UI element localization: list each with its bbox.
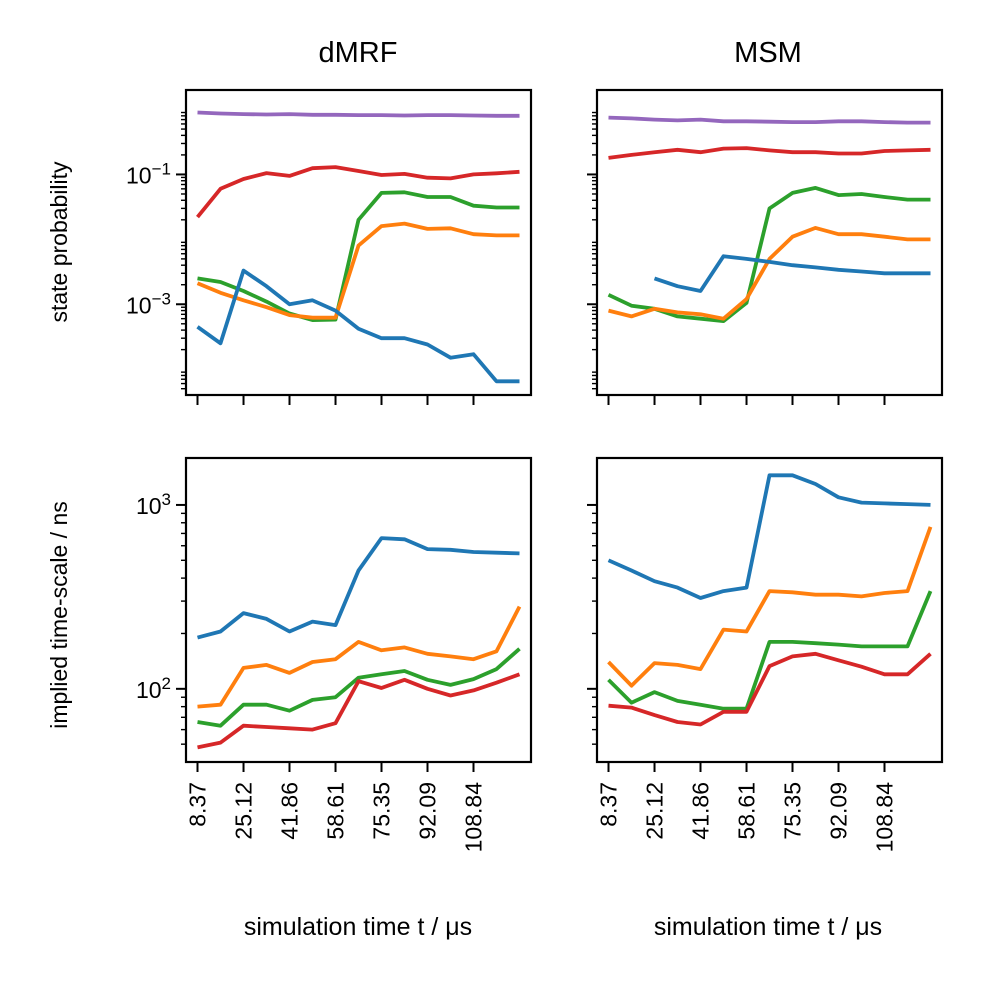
msm-its-series-2 <box>607 590 933 711</box>
dmrf-prob-series-3 <box>196 221 520 320</box>
msm-its-xtick-label: 92.09 <box>825 782 851 840</box>
ylabel-state-probability: state probability <box>46 161 72 323</box>
dmrf-its-series-1 <box>197 605 522 709</box>
dmrf-its-xtick-label: 75.35 <box>369 782 395 840</box>
dmrf-its-series-2 <box>197 647 521 728</box>
dmrf-prob-ytick-label: 10−3 <box>126 289 171 318</box>
panel-dmrf-implied-time-scale: 8.37 25.12 41.86 58.61 75.35 92.09 108.84 103 10… <box>136 456 533 853</box>
msm-its-series-1 <box>607 526 933 688</box>
dmrf-prob-series-2 <box>197 190 520 322</box>
dmrf-its-ytick-label: 102 <box>136 674 171 703</box>
msm-prob-series-0 <box>608 115 931 125</box>
msm-prob-series-2 <box>607 186 931 323</box>
msm-its-xtick-label: 75.35 <box>780 782 806 840</box>
dmrf-its-xtick-label: 92.09 <box>414 782 440 840</box>
panel-msm-state-probability <box>587 88 944 405</box>
msm-prob-series-4 <box>653 254 931 293</box>
xlabel-right: simulation time t / μs <box>654 913 882 941</box>
dmrf-its-xtick-label: 108.84 <box>461 782 487 853</box>
dmrf-its-series-3 <box>197 672 521 750</box>
msm-its-series-0 <box>607 473 931 600</box>
dmrf-its-series-0 <box>197 536 520 640</box>
dmrf-its-ytick-label: 103 <box>136 490 171 519</box>
dmrf-prob-axes-frame <box>184 88 533 397</box>
dmrf-its-axes-frame <box>184 456 533 764</box>
ylabel-implied-time-scale: implied time-scale / ns <box>46 501 72 729</box>
dmrf-its-xtick-label: 8.37 <box>185 782 211 827</box>
msm-its-xtick-label: 108.84 <box>872 782 898 853</box>
dmrf-prob-series-0 <box>197 110 520 118</box>
msm-prob-axes-frame <box>595 88 944 397</box>
msm-its-xtick-label: 41.86 <box>688 782 714 840</box>
column-title-dmrf: dMRF <box>319 37 398 69</box>
dmrf-its-xtick-label: 41.86 <box>277 782 303 840</box>
dmrf-prob-series-1 <box>196 165 520 219</box>
msm-its-xtick-label: 25.12 <box>642 782 668 840</box>
msm-its-xtick-label: 8.37 <box>596 782 622 827</box>
dmrf-prob-ytick-label: 10−1 <box>126 159 171 188</box>
xlabel-left: simulation time t / μs <box>244 913 472 941</box>
msm-its-xtick-label: 58.61 <box>734 782 760 840</box>
dmrf-prob-series-4 <box>196 268 520 384</box>
msm-prob-series-3 <box>608 226 931 321</box>
dmrf-its-xtick-label: 58.61 <box>323 782 349 840</box>
panel-dmrf-state-probability: 10−1 10−3 <box>126 88 533 405</box>
msm-its-series-3 <box>608 651 932 727</box>
panel-msm-implied-time-scale: 8.37 25.12 41.86 58.61 75.35 92.09 108.84 <box>587 456 944 853</box>
column-title-msm: MSM <box>734 37 802 69</box>
msm-its-axes-frame <box>595 456 944 764</box>
dmrf-its-xtick-label: 25.12 <box>231 782 257 840</box>
msm-prob-series-1 <box>608 146 931 160</box>
